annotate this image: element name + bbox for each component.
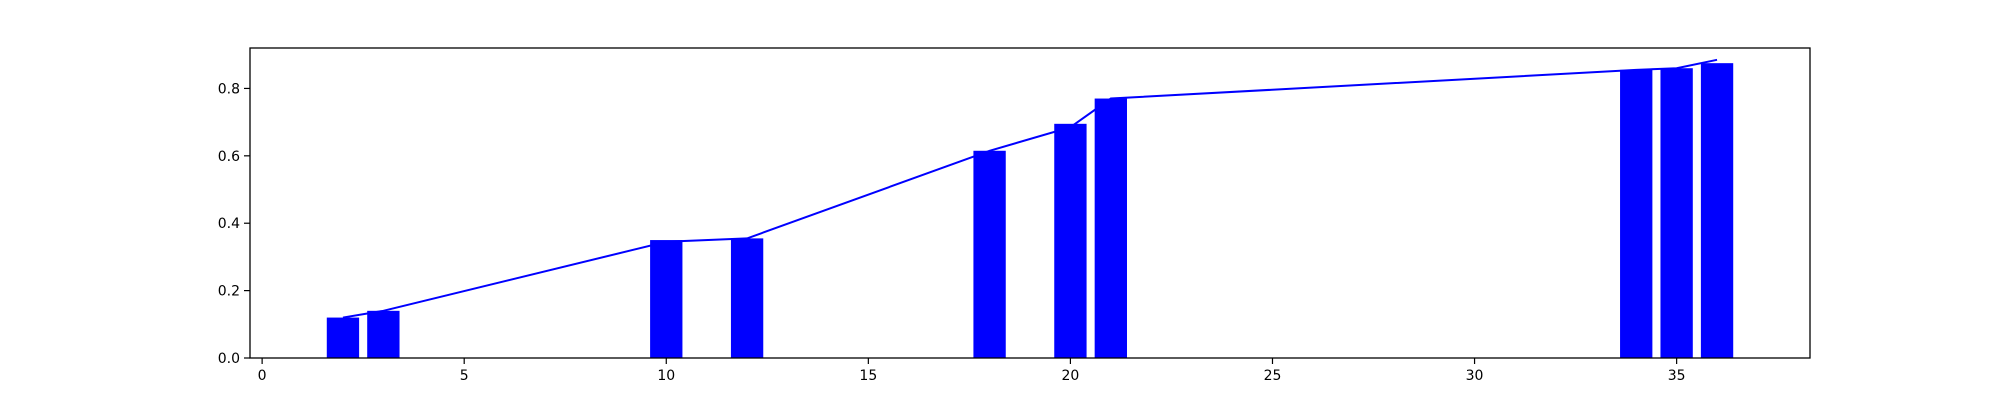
x-tick-label-20: 20 [1062, 368, 1080, 384]
y-axis: 0.0 0.2 0.4 0.6 0.8 [218, 81, 250, 367]
bar-5 [973, 150, 1006, 358]
plot-area-frame [249, 47, 1811, 359]
bar-2 [367, 310, 400, 358]
bars [326, 63, 1734, 359]
x-tick-label-15: 15 [859, 368, 877, 384]
y-tick-label-0: 0.0 [218, 351, 240, 367]
x-tick-label-30: 30 [1466, 368, 1484, 384]
trend-line [342, 58, 1718, 319]
y-tick-label-0.6: 0.6 [218, 149, 240, 165]
y-tick-label-0.4: 0.4 [218, 216, 240, 232]
bar-3 [650, 240, 683, 358]
y-tick-label-0.2: 0.2 [218, 284, 240, 300]
x-axis: 0 5 10 15 20 25 30 35 [258, 358, 1686, 384]
bar-9 [1660, 68, 1693, 358]
bar-4 [730, 238, 764, 358]
y-tick-label-0.8: 0.8 [218, 81, 240, 97]
bar-6 [1054, 123, 1087, 358]
bar-10 [1700, 63, 1734, 358]
x-tick-label-0: 0 [258, 368, 267, 384]
x-tick-label-10: 10 [657, 368, 675, 384]
bar-8 [1620, 69, 1653, 359]
bar-1 [326, 317, 360, 358]
trend-line-layer [342, 58, 1718, 319]
x-tick-label-25: 25 [1264, 368, 1282, 384]
x-tick-label-5: 5 [460, 368, 469, 384]
bar-7 [1094, 98, 1127, 358]
x-tick-label-35: 35 [1668, 368, 1686, 384]
